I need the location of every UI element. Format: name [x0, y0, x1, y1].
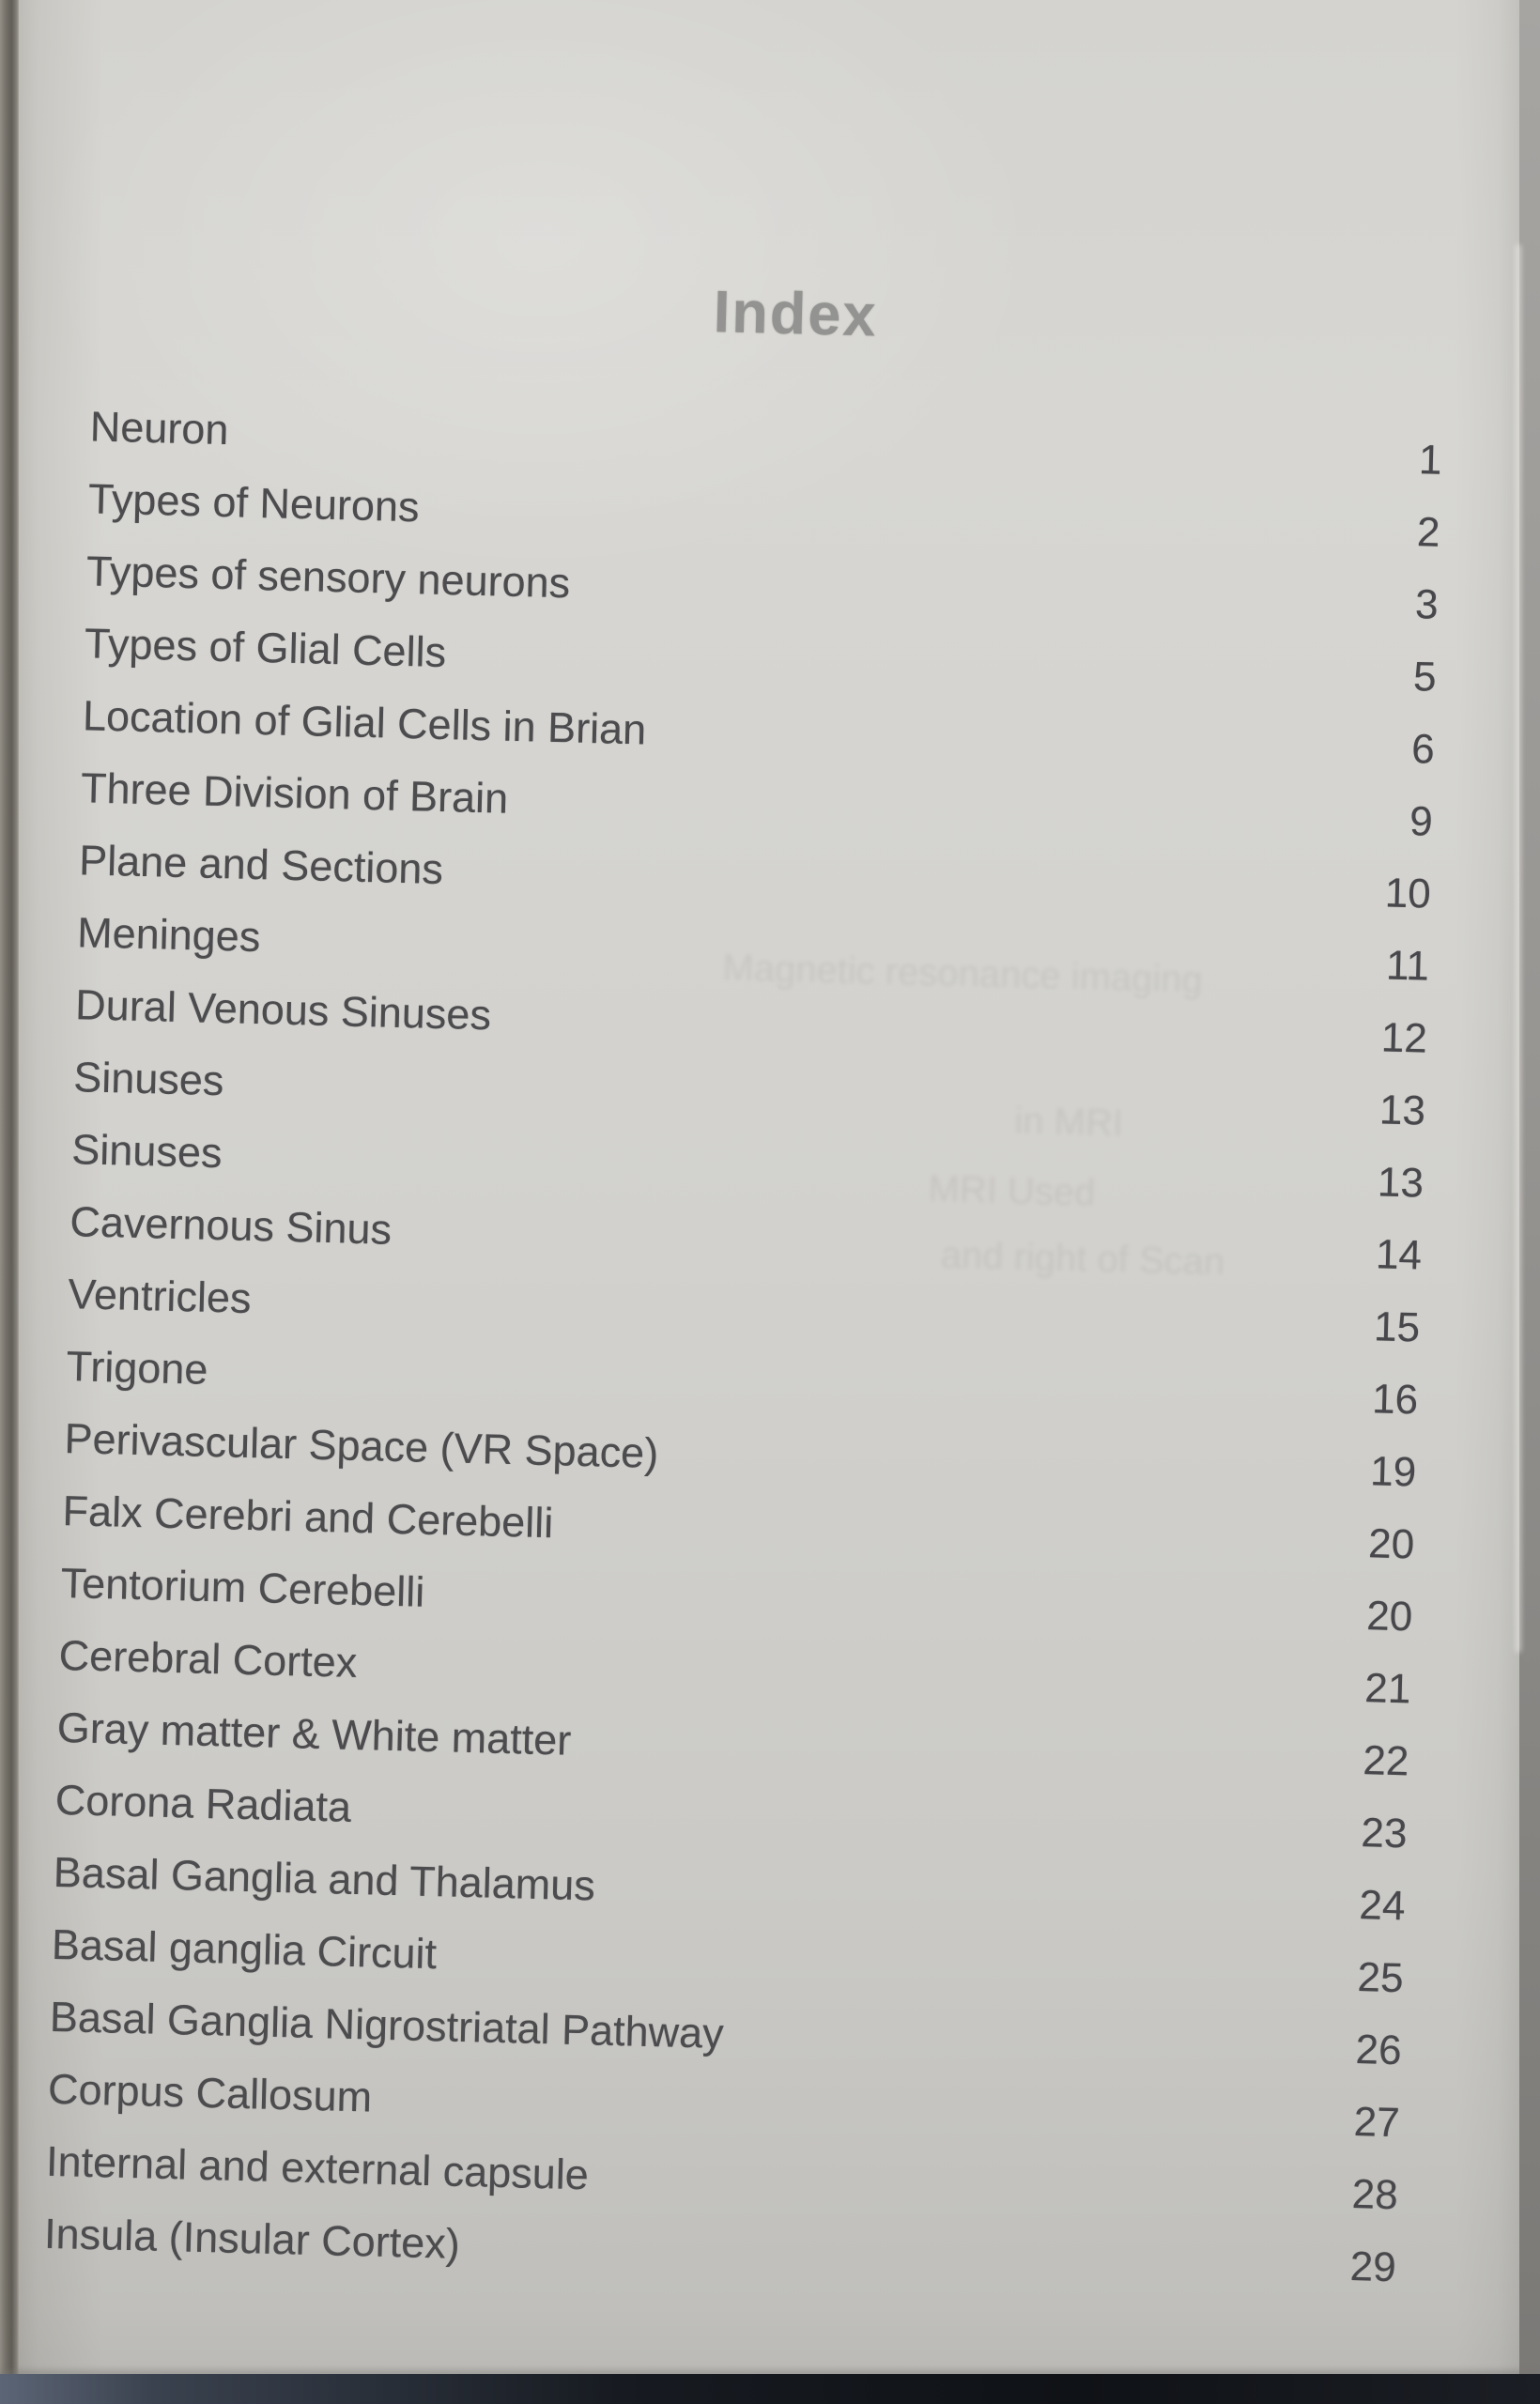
- entry-label: Trigone: [65, 1341, 209, 1394]
- entry-label: Location of Glial Cells in Brian: [82, 690, 647, 753]
- entry-page-number: 3: [1414, 580, 1440, 628]
- entry-page-number: 20: [1365, 1592, 1413, 1640]
- entry-label: Basal Ganglia and Thalamus: [53, 1847, 596, 1909]
- entry-page-number: 13: [1378, 1086, 1426, 1134]
- entry-page-number: 27: [1353, 2098, 1401, 2146]
- backdrop-right-band: [1519, 0, 1540, 2404]
- entry-label: Ventricles: [67, 1269, 253, 1322]
- entry-page-number: 10: [1384, 869, 1432, 917]
- entry-page-number: 23: [1360, 1809, 1409, 1857]
- entry-page-number: 13: [1377, 1158, 1424, 1207]
- index-list: Neuron 1 Types of Neurons 2 Types of sensory…: [0, 389, 1540, 2307]
- book-cover-strip: [0, 2374, 1540, 2404]
- entry-label: Falx Cerebri and Cerebelli: [62, 1486, 554, 1547]
- entry-page-number: 2: [1416, 508, 1441, 556]
- page-stack-highlight: [1516, 244, 1521, 1653]
- entry-label: Plane and Sections: [78, 835, 444, 893]
- entry-label: Gray matter & White matter: [56, 1703, 572, 1764]
- entry-page-number: 29: [1349, 2242, 1397, 2290]
- entry-page-number: 15: [1373, 1302, 1421, 1351]
- entry-page-number: 16: [1371, 1375, 1419, 1423]
- entry-label: Basal ganglia Circuit: [51, 1919, 438, 1978]
- entry-label: Corpus Callosum: [47, 2064, 373, 2121]
- entry-label: Sinuses: [72, 1052, 225, 1104]
- entry-page-number: 1: [1418, 436, 1443, 484]
- entry-label: Cavernous Sinus: [69, 1196, 393, 1254]
- entry-label: Types of Neurons: [87, 473, 421, 531]
- page-edge-left: [0, 0, 19, 2404]
- entry-label: Neuron: [89, 401, 230, 454]
- entry-page-number: 14: [1375, 1230, 1423, 1279]
- entry-label: Internal and external capsule: [45, 2136, 590, 2198]
- entry-label: Perivascular Space (VR Space): [64, 1413, 659, 1477]
- entry-label: Corona Radiata: [54, 1775, 352, 1831]
- entry-page-number: 19: [1369, 1447, 1417, 1495]
- entry-page-number: 12: [1380, 1013, 1428, 1062]
- entry-label: Types of Glial Cells: [84, 618, 447, 676]
- entry-label: Insula (Insular Cortex): [43, 2209, 461, 2268]
- entry-page-number: 21: [1363, 1664, 1411, 1712]
- entry-label: Cerebral Cortex: [58, 1630, 358, 1687]
- entry-label: Dural Venous Sinuses: [74, 979, 492, 1039]
- entry-label: Sinuses: [70, 1124, 223, 1177]
- page-title: Index: [713, 279, 879, 349]
- entry-page-number: 6: [1410, 725, 1436, 773]
- entry-page-number: 22: [1362, 1736, 1410, 1784]
- entry-label: Basal Ganglia Nigrostriatal Pathway: [49, 1992, 725, 2057]
- entry-page-number: 28: [1351, 2170, 1399, 2218]
- entry-page-number: 5: [1412, 653, 1438, 701]
- page-bottom-edge-shadow: [0, 2366, 1540, 2376]
- entry-label: Three Division of Brain: [80, 763, 509, 823]
- entry-page-number: 9: [1409, 797, 1434, 845]
- entry-label: Meninges: [76, 907, 261, 961]
- entry-page-number: 11: [1385, 941, 1430, 990]
- entry-page-number: 26: [1355, 2026, 1403, 2073]
- entry-page-number: 25: [1356, 1953, 1405, 2001]
- entry-page-number: 20: [1367, 1519, 1415, 1567]
- entry-label: Types of sensory neurons: [85, 546, 571, 607]
- entry-page-number: 24: [1358, 1881, 1407, 1929]
- entry-label: Tentorium Cerebelli: [60, 1558, 425, 1616]
